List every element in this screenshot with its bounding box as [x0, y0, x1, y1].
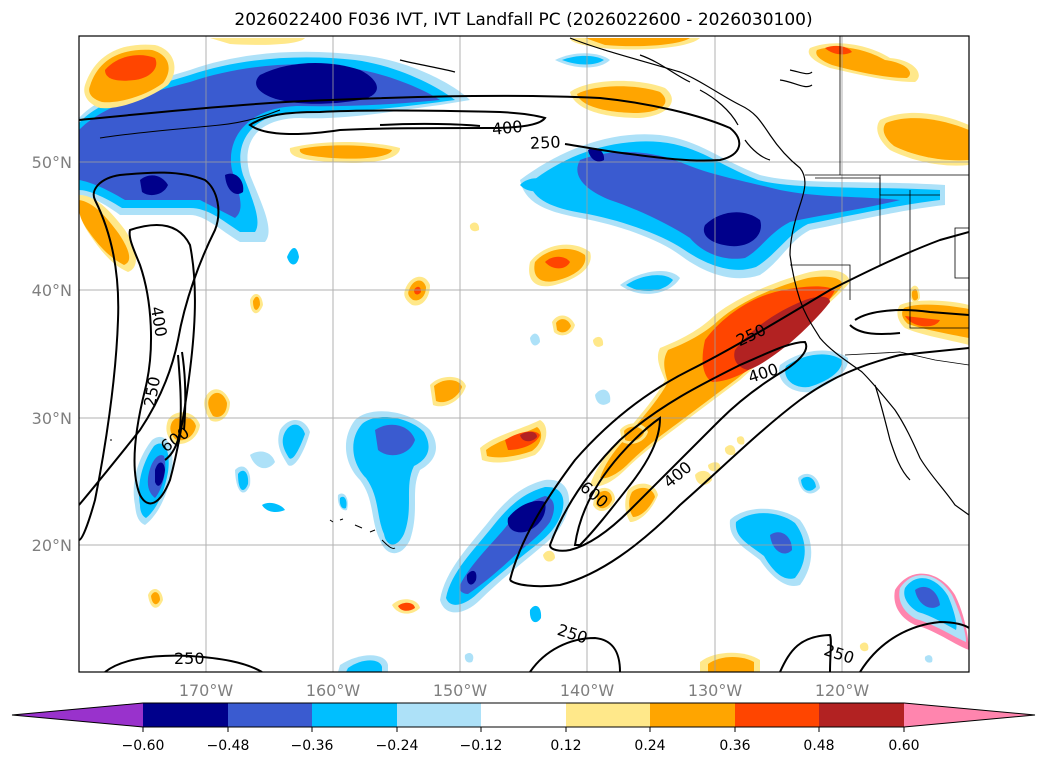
colorbar-tick-label: −0.36	[291, 738, 334, 754]
colorbar-tick-label: −0.12	[460, 738, 503, 754]
colorbar-tick-label: −0.48	[207, 738, 250, 754]
lat-label: 50°N	[32, 153, 72, 172]
colorbar-tick-label: −0.24	[376, 738, 419, 754]
colorbar-segment	[650, 703, 735, 727]
lon-label: 170°W	[179, 681, 234, 700]
lat-label: 40°N	[32, 281, 72, 300]
contour-250-east	[509, 231, 969, 581]
colorbar-segment	[481, 703, 566, 727]
latitude-labels: 50°N 40°N 30°N 20°N	[32, 153, 72, 555]
contour-600-east	[573, 416, 662, 546]
contour-250-west	[79, 171, 220, 541]
islands	[99, 109, 396, 549]
contour-label: 400	[491, 117, 523, 139]
map-title: 2026022400 F036 IVT, IVT Landfall PC (20…	[234, 10, 813, 30]
north-america-coast	[569, 37, 969, 516]
lon-label: 160°W	[306, 681, 361, 700]
colorbar-segment	[819, 703, 904, 727]
colorbar-tick-label: −0.60	[122, 738, 165, 754]
colorbar-segment	[566, 703, 650, 727]
colorbar-segment	[735, 703, 819, 727]
contour-600-west	[164, 351, 187, 461]
political-borders	[790, 36, 969, 366]
coastlines	[399, 37, 969, 516]
longitude-labels: 170°W 160°W 150°W 140°W 130°W 120°W	[179, 681, 870, 700]
colorbar-over-arrow	[904, 703, 1035, 727]
map-frame	[78, 35, 970, 673]
lon-label: 120°W	[815, 681, 870, 700]
colorbar-segment	[143, 703, 228, 727]
contour-400-west	[128, 224, 196, 505]
lon-label: 150°W	[433, 681, 488, 700]
contour-label: 250	[530, 132, 561, 153]
colorbar-tick-label: 0.48	[803, 738, 834, 754]
gridlines	[79, 36, 969, 672]
colorbar-segment	[397, 703, 481, 727]
colorbar-under-arrow	[12, 703, 143, 727]
colorbar: −0.60 −0.48 −0.36 −0.24 −0.12 0.12 0.24 …	[11, 702, 1036, 754]
contour-250-north	[79, 94, 741, 162]
contour-400-east	[548, 340, 808, 552]
colorbar-segment	[312, 703, 397, 727]
colorbar-tick-labels: −0.60 −0.48 −0.36 −0.24 −0.12 0.12 0.24 …	[122, 738, 920, 754]
contour-400-north	[248, 109, 547, 135]
lat-label: 20°N	[32, 536, 72, 555]
colorbar-tick-label: 0.36	[719, 738, 750, 754]
positive-pc-shading	[79, 38, 969, 672]
lon-label: 130°W	[688, 681, 743, 700]
ivt-contours	[79, 94, 969, 672]
colorbar-tick-label: 0.12	[550, 738, 581, 754]
colorbar-ticks	[142, 727, 905, 732]
colorbar-segment	[228, 703, 312, 727]
contour-label: 250	[174, 649, 205, 668]
colorbar-tick-label: 0.24	[634, 738, 665, 754]
contour-250-south	[104, 654, 263, 672]
lat-label: 30°N	[32, 409, 72, 428]
lon-label: 140°W	[560, 681, 615, 700]
map-plot-area: 400 250 400 250 600 250 400 400 600 250 …	[79, 36, 969, 672]
colorbar-tick-label: 0.60	[888, 738, 919, 754]
